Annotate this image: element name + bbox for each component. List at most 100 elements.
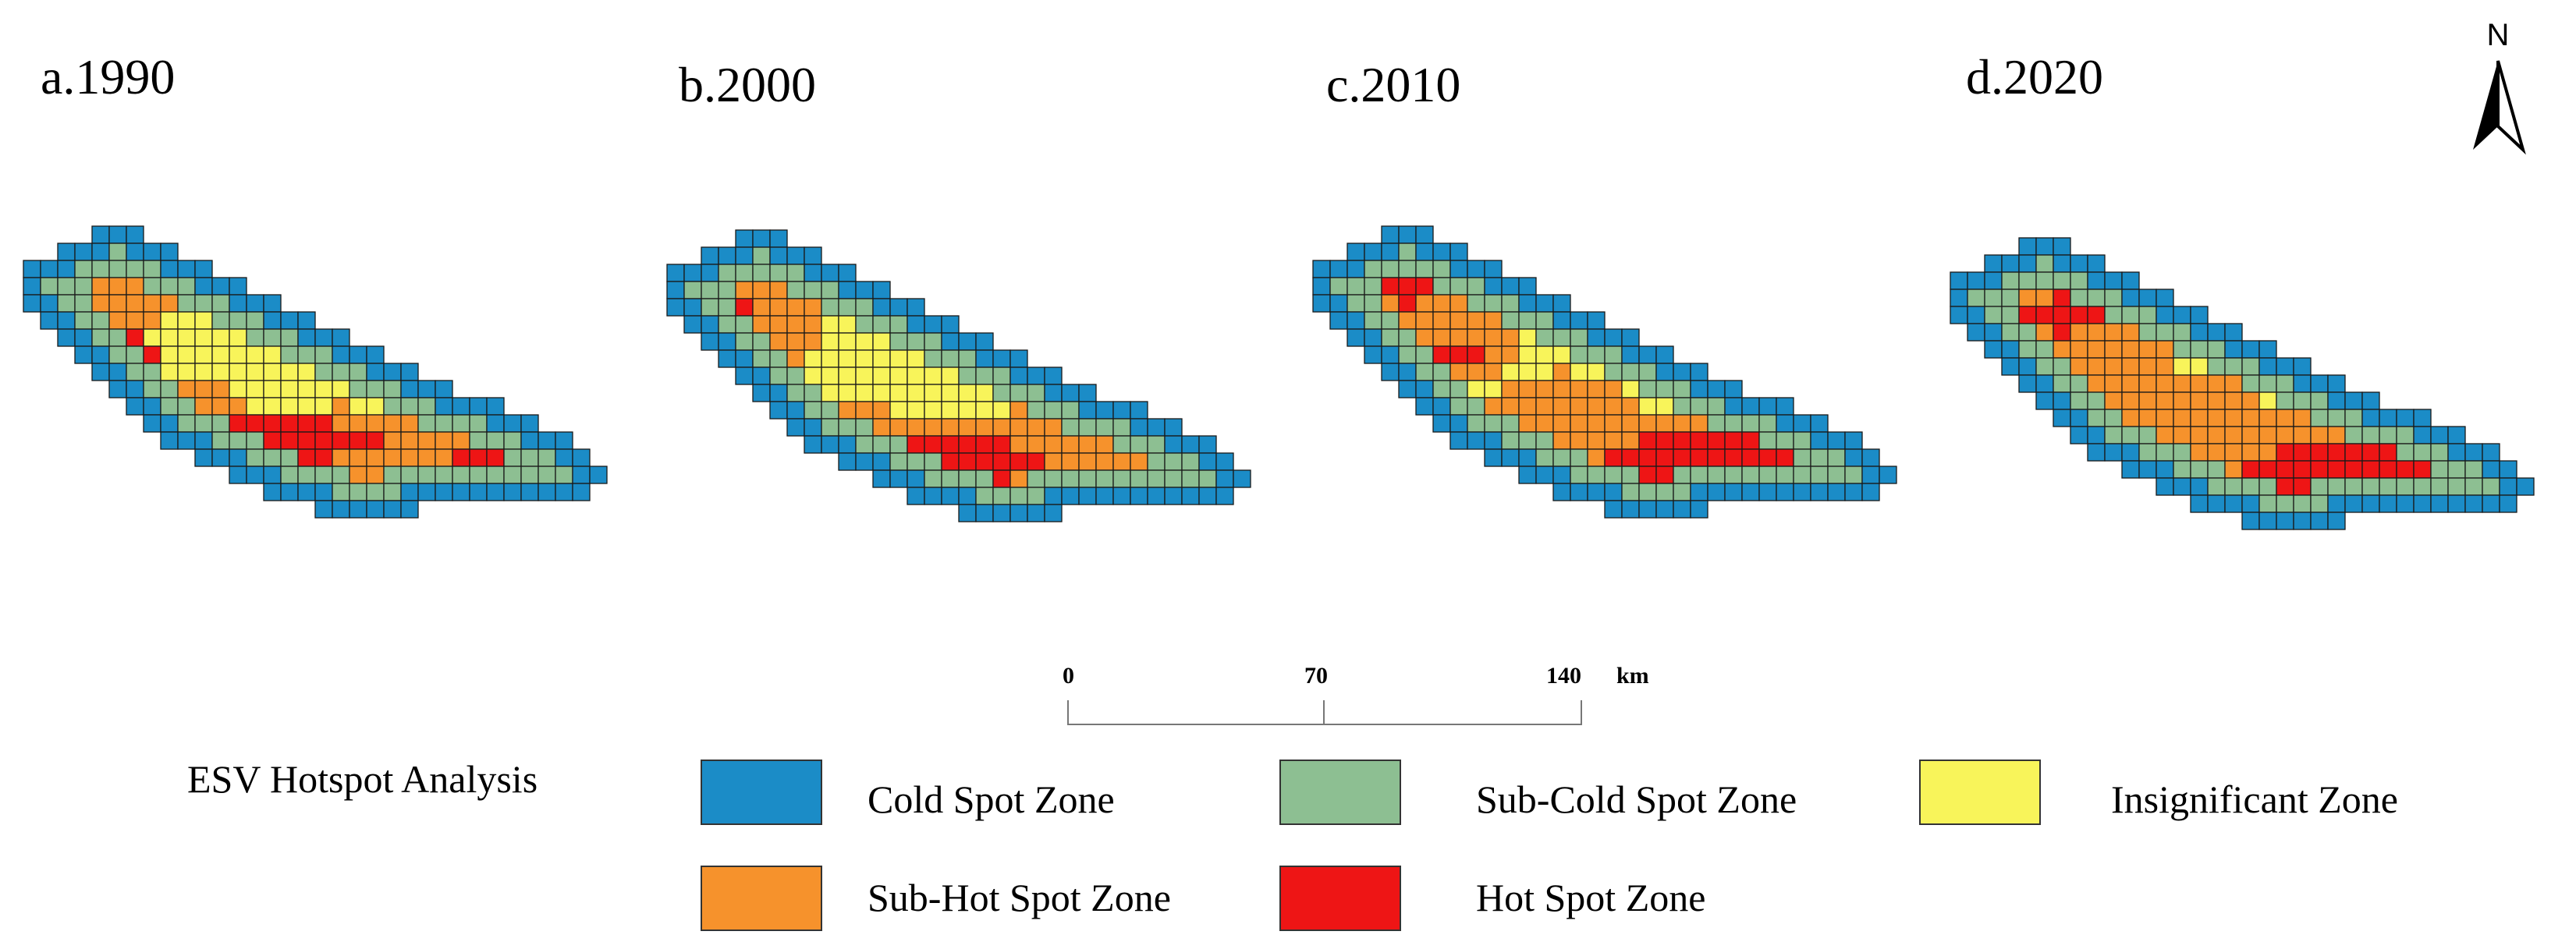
grid-cell-cold	[1984, 323, 2003, 342]
grid-cell-sub-hot	[435, 448, 453, 467]
grid-cell-sub-cold	[1570, 466, 1588, 484]
grid-cell-sub-cold	[975, 469, 994, 488]
grid-cell-sub-cold	[2104, 426, 2123, 444]
grid-cell-sub-cold	[2138, 426, 2157, 444]
grid-cell-sub-hot	[332, 397, 350, 416]
grid-cell-sub-cold	[2156, 443, 2174, 462]
grid-cell-sub-hot	[1095, 452, 1114, 471]
grid-cell-hot	[263, 414, 282, 433]
grid-cell-sub-cold	[752, 246, 771, 265]
grid-cell-insignificant	[907, 384, 925, 402]
grid-cell-sub-cold	[2104, 306, 2123, 324]
grid-cell-hot	[229, 414, 247, 433]
grid-cell-sub-hot	[2258, 409, 2277, 427]
grid-cell-cold	[2310, 374, 2329, 393]
grid-cell-sub-cold	[74, 294, 93, 313]
grid-cell-sub-cold	[314, 466, 333, 484]
grid-cell-sub-cold	[1381, 311, 1400, 330]
grid-cell-sub-cold	[160, 397, 179, 416]
grid-cell-sub-hot	[1130, 452, 1148, 471]
grid-cell-sub-hot	[735, 281, 754, 299]
grid-cell-cold	[503, 414, 522, 433]
legend-swatch-sub-hot	[701, 866, 822, 931]
grid-cell-cold	[2516, 477, 2535, 496]
grid-cell-cold	[907, 298, 925, 317]
grid-cell-sub-hot	[2087, 323, 2106, 342]
grid-cell-cold	[366, 363, 385, 381]
grid-cell-sub-cold	[1984, 289, 2003, 307]
grid-cell-sub-cold	[1364, 294, 1382, 313]
grid-cell-insignificant	[263, 397, 282, 416]
grid-cell-cold	[1449, 260, 1468, 278]
grid-cell-cold	[2087, 271, 2106, 290]
grid-cell-insignificant	[1638, 397, 1657, 416]
grid-cell-sub-hot	[838, 401, 857, 420]
grid-cell-sub-cold	[1364, 311, 1382, 330]
grid-cell-sub-cold	[718, 315, 736, 334]
grid-cell-insignificant	[889, 366, 908, 385]
grid-cell-sub-cold	[469, 414, 488, 433]
grid-cell-sub-hot	[194, 380, 213, 398]
grid-cell-hot	[992, 435, 1011, 454]
grid-cell-cold	[2396, 409, 2415, 427]
grid-cell-cold	[1587, 328, 1606, 347]
grid-cell-sub-hot	[1432, 294, 1451, 313]
grid-cell-insignificant	[855, 349, 874, 368]
grid-cell-cold	[838, 435, 857, 454]
grid-cell-hot	[1673, 431, 1691, 450]
grid-cell-cold	[1432, 397, 1451, 416]
grid-cell-cold	[1215, 452, 1234, 471]
grid-cell-cold	[701, 315, 719, 334]
grid-cell-sub-hot	[2121, 340, 2140, 359]
grid-cell-insignificant	[975, 401, 994, 420]
grid-cell-hot	[2396, 460, 2415, 479]
grid-cell-sub-cold	[452, 466, 470, 484]
grid-cell-sub-cold	[1621, 363, 1640, 381]
grid-cell-cold	[1570, 483, 1588, 501]
grid-cell-sub-hot	[1570, 397, 1588, 416]
grid-cell-insignificant	[177, 328, 196, 347]
grid-cell-cold	[1518, 294, 1537, 313]
grid-cell-cold	[2482, 460, 2500, 479]
grid-cell-sub-cold	[1707, 466, 1726, 484]
grid-cell-sub-cold	[2001, 271, 2020, 290]
legend-label-insignificant: Insignificant Zone	[2111, 777, 2398, 821]
grid-cell-sub-cold	[435, 414, 453, 433]
grid-cell-sub-hot	[229, 397, 247, 416]
grid-cell-sub-cold	[108, 243, 127, 261]
grid-cell-sub-cold	[1078, 469, 1097, 488]
grid-cell-sub-cold	[735, 332, 754, 351]
grid-cell-hot	[452, 448, 470, 467]
grid-cell-cold	[855, 281, 874, 299]
grid-cell-sub-hot	[349, 414, 367, 433]
grid-cell-sub-cold	[907, 452, 925, 471]
grid-cell-cold	[194, 448, 213, 467]
grid-cell-hot	[1655, 448, 1674, 467]
grid-cell-sub-cold	[1621, 466, 1640, 484]
grid-cell-sub-cold	[1741, 466, 1760, 484]
grid-cell-sub-cold	[2035, 271, 2054, 290]
legend-label-sub-cold: Sub-Cold Spot Zone	[1476, 777, 1797, 821]
grid-cell-sub-cold	[1673, 397, 1691, 416]
grid-cell-insignificant	[297, 380, 316, 398]
grid-cell-hot	[924, 435, 942, 454]
grid-cell-hot	[349, 431, 367, 450]
grid-cell-cold	[1587, 311, 1606, 330]
grid-cell-insignificant	[924, 384, 942, 402]
grid-cell-sub-cold	[2327, 477, 2346, 496]
grid-cell-sub-cold	[40, 277, 59, 296]
grid-cell-cold	[1467, 431, 1485, 450]
grid-cell-sub-cold	[1587, 345, 1606, 364]
grid-cell-sub-hot	[2087, 340, 2106, 359]
grid-cell-sub-cold	[2001, 323, 2020, 342]
grid-cell-cold	[2361, 391, 2380, 410]
grid-cell-cold	[2087, 254, 2106, 273]
grid-cell-sub-cold	[2018, 271, 2037, 290]
grid-cell-sub-cold	[1467, 277, 1485, 296]
grid-cell-cold	[1044, 384, 1063, 402]
grid-cell-insignificant	[1467, 380, 1485, 398]
grid-cell-sub-cold	[503, 448, 522, 467]
grid-cell-hot	[992, 469, 1011, 488]
grid-cell-insignificant	[1570, 363, 1588, 381]
grid-cell-hot	[1707, 448, 1726, 467]
